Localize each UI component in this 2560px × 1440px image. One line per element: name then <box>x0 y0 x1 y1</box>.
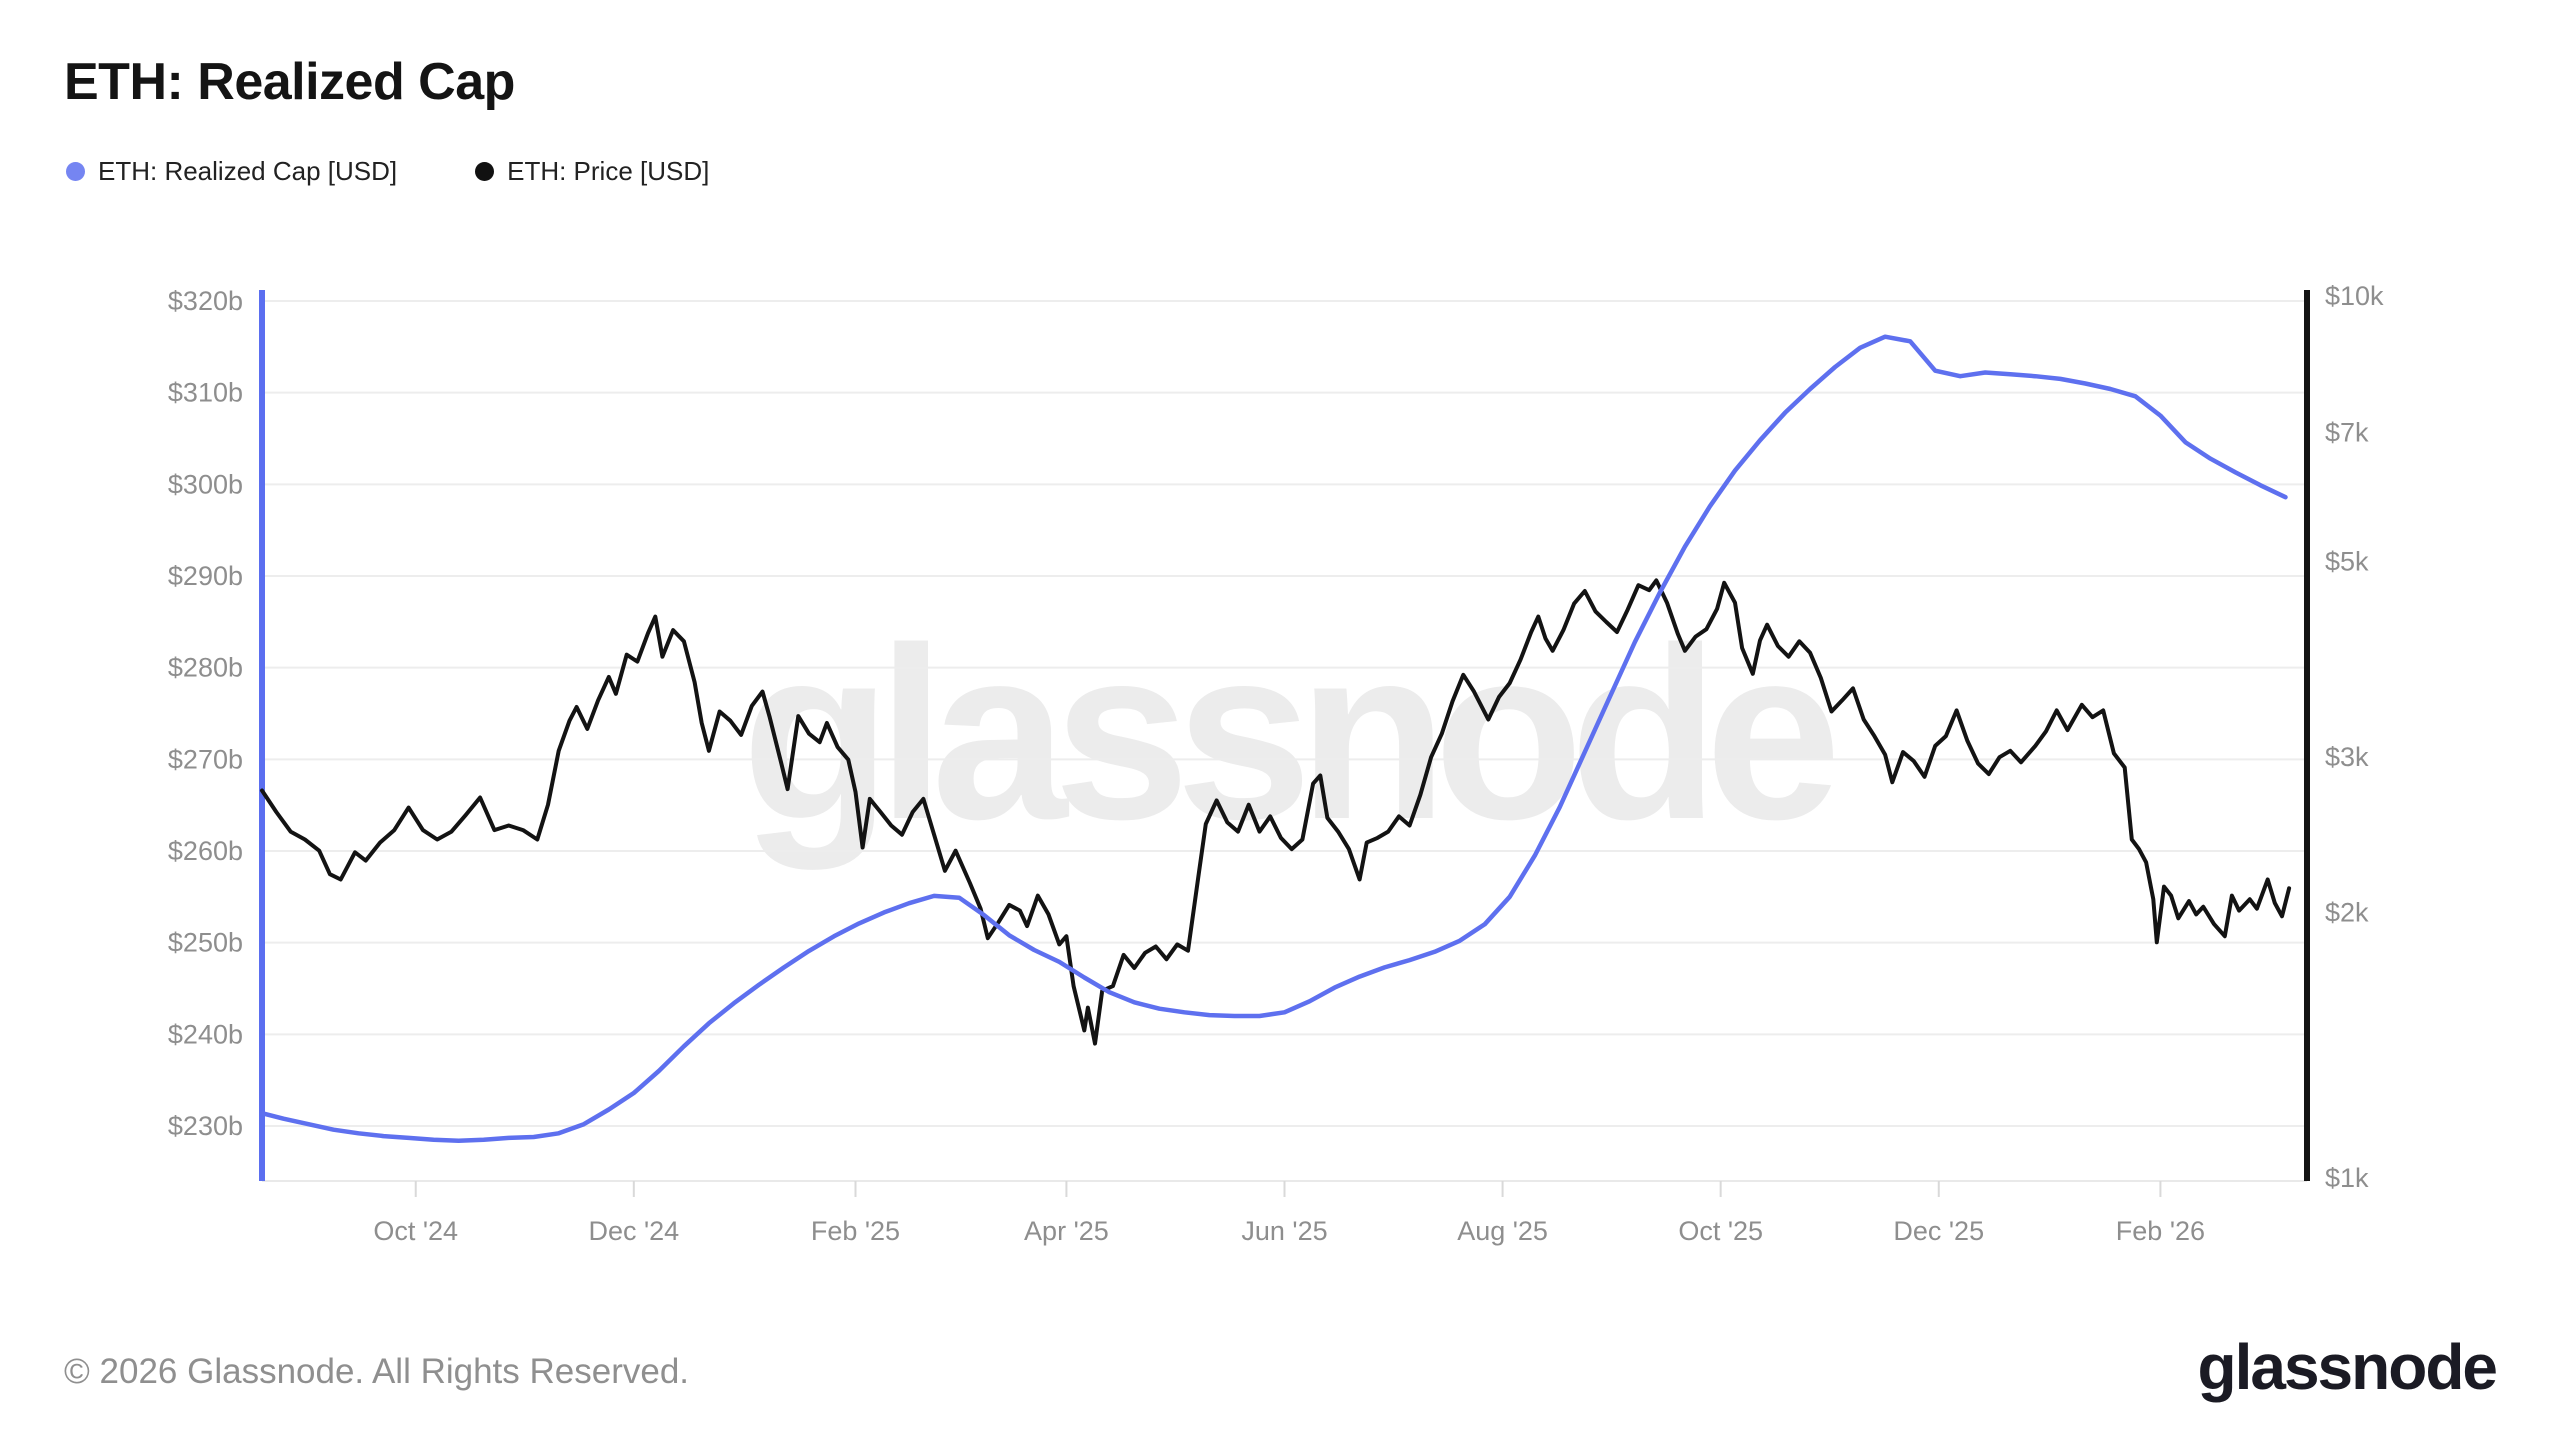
left-axis-tick-label: $310b <box>168 378 243 408</box>
right-axis-tick-label: $10k <box>2325 281 2384 311</box>
watermark-text: glassnode <box>742 596 1833 870</box>
left-axis-tick-label: $290b <box>168 561 243 591</box>
x-axis-tick-label: Apr '25 <box>1024 1216 1109 1246</box>
right-axis-tick-label: $5k <box>2325 547 2369 577</box>
x-axis-tick-label: Aug '25 <box>1457 1216 1548 1246</box>
x-axis-tick-label: Dec '24 <box>588 1216 679 1246</box>
price-series-line <box>260 578 2292 1046</box>
legend-item-realized-cap[interactable]: ETH: Realized Cap [USD] <box>66 156 397 187</box>
realized-cap-series-line <box>259 334 2288 1143</box>
glassnode-logo: glassnode <box>2197 1331 2498 1403</box>
left-axis-tick-label: $240b <box>168 1019 243 1049</box>
x-axis-tick-label: Dec '25 <box>1893 1216 1984 1246</box>
right-axis-tick-label: $1k <box>2325 1163 2369 1193</box>
right-axis-tick-label: $3k <box>2325 742 2369 772</box>
price-dot-icon <box>475 162 495 181</box>
legend-label: ETH: Realized Cap [USD] <box>98 156 398 186</box>
left-axis-tick-label: $300b <box>168 469 243 499</box>
page-title: ETH: Realized Cap <box>64 53 515 111</box>
left-axis-tick-label: $250b <box>168 928 243 958</box>
right-axis-tick-label: $2k <box>2325 897 2369 927</box>
left-axis-tick-label: $260b <box>168 836 243 866</box>
legend-label: ETH: Price [USD] <box>507 156 710 186</box>
left-axis-tick-label: $280b <box>168 653 243 683</box>
x-axis-tick-label: Oct '25 <box>1678 1216 1763 1246</box>
right-axis-tick-label: $7k <box>2325 418 2369 448</box>
realized-cap-dot-icon <box>66 162 85 181</box>
left-axis-tick-label: $270b <box>168 744 243 774</box>
x-axis-tick-label: Feb '25 <box>811 1216 900 1246</box>
x-axis-tick-label: Oct '24 <box>373 1216 458 1246</box>
footer-copyright: © 2026 Glassnode. All Rights Reserved. <box>64 1352 690 1391</box>
legend-item-price[interactable]: ETH: Price [USD] <box>475 156 709 187</box>
left-axis-tick-label: $320b <box>168 286 243 316</box>
x-axis-tick-label: Jun '25 <box>1241 1216 1327 1246</box>
x-axis-tick-label: Feb '26 <box>2116 1216 2205 1246</box>
left-axis-tick-label: $230b <box>168 1111 243 1141</box>
chart-legend: ETH: Realized Cap [USD] ETH: Price [USD] <box>66 156 709 187</box>
